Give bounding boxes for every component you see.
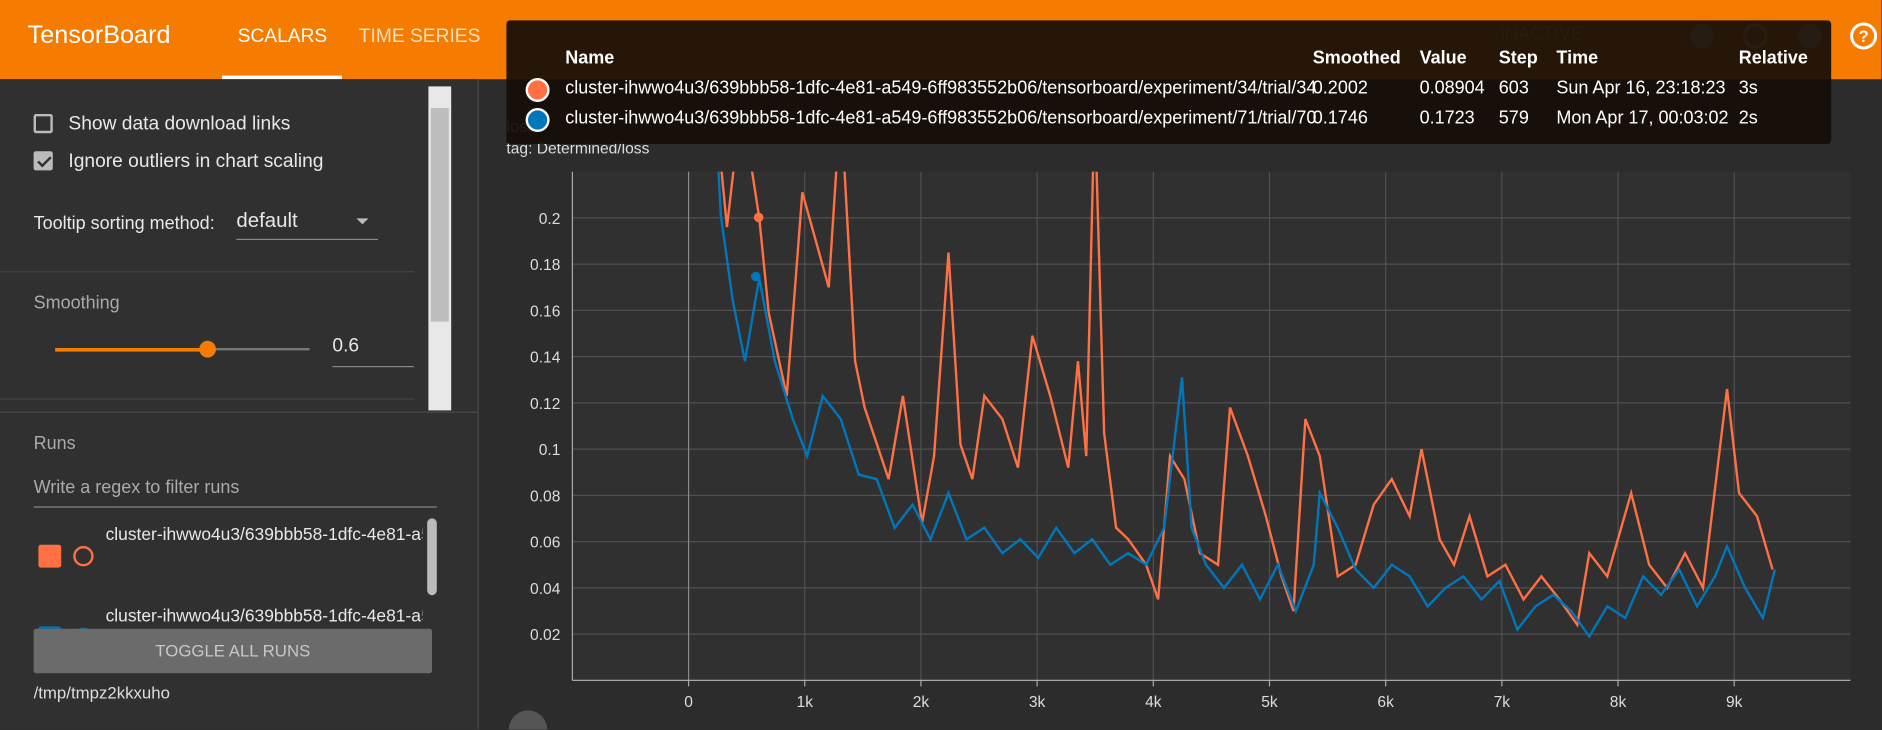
y-tick-label: 0.06: [530, 535, 560, 552]
y-tick-label: 0.2: [539, 211, 561, 228]
divider: [0, 398, 415, 400]
x-tick-label: 3k: [1029, 694, 1046, 711]
y-tick-label: 0.14: [530, 350, 561, 367]
series-line: [720, 171, 1774, 628]
y-tick-label: 0.02: [530, 627, 560, 644]
column-header: Relative: [1738, 48, 1808, 69]
tab[interactable]: TIME SERIES: [358, 26, 481, 47]
section-label: Smoothing: [33, 292, 120, 314]
run-name: cluster-ihwwo4u3/639bbb58-1dfc-4e81-a549…: [105, 607, 423, 627]
series-line: [717, 171, 1777, 639]
x-tick-label: 7k: [1494, 694, 1511, 711]
column-header: Value: [1419, 48, 1467, 69]
dropdown-value: default: [236, 208, 298, 232]
hover-point: [753, 212, 764, 223]
run-swatch: [525, 78, 550, 103]
slider-fill: [55, 348, 208, 352]
dropdown-label: Tooltip sorting method:: [33, 213, 215, 235]
divider: [0, 411, 478, 413]
cell: 0.1746: [1312, 108, 1368, 129]
cell: cluster-ihwwo4u3/639bbb58-1dfc-4e81-a549…: [565, 108, 1317, 129]
checkbox[interactable]: [33, 151, 53, 171]
toggle-button[interactable]: TOGGLE ALL RUNS: [33, 628, 433, 674]
y-tick-label: 0.12: [530, 396, 560, 413]
x-tick-label: 5k: [1261, 694, 1278, 711]
cell: 0.08904: [1419, 78, 1485, 99]
section-label: Runs: [33, 433, 76, 454]
run-color: [73, 546, 94, 567]
chart-button[interactable]: [508, 710, 548, 730]
column-header: Time: [1556, 48, 1599, 69]
cell: cluster-ihwwo4u3/639bbb58-1dfc-4e81-a549…: [565, 78, 1317, 99]
hover-point: [751, 271, 761, 282]
x-tick-label: 9k: [1726, 694, 1743, 711]
cell: 3s: [1738, 78, 1758, 99]
dropdown[interactable]: default: [236, 208, 378, 241]
run-checkbox[interactable]: [38, 626, 62, 629]
help-glyph: ?: [1858, 27, 1868, 46]
logdir: /tmp/tmpz2kkxuho: [33, 682, 170, 702]
cell: Sun Apr 16, 23:18:23: [1556, 78, 1726, 99]
cell: 2s: [1738, 108, 1758, 129]
y-tick-label: 0.18: [530, 257, 560, 274]
help-icon[interactable]: [1850, 22, 1878, 50]
run-checkbox[interactable]: [38, 544, 62, 568]
app-title: TensorBoard: [27, 21, 171, 50]
x-tick-label: 6k: [1377, 694, 1394, 711]
checkbox-label: Ignore outliers in chart scaling: [68, 151, 324, 172]
y-tick-label: 0.08: [530, 488, 560, 505]
cell: 579: [1498, 108, 1529, 129]
cell: 0.1723: [1419, 108, 1475, 129]
run-list: cluster-ihwwo4u3/639bbb58-1dfc-4e81-a549…: [0, 518, 423, 629]
y-tick-label: 0.16: [530, 303, 560, 320]
x-tick-label: 4k: [1145, 694, 1162, 711]
run-swatch: [525, 108, 550, 132]
run-name: cluster-ihwwo4u3/639bbb58-1dfc-4e81-a549…: [105, 525, 423, 545]
tooltip: Name Smoothed Value Step Time Relative cluster…: [506, 20, 1832, 144]
y-tick-label: 0.04: [530, 581, 561, 598]
dropdown-arrow: [356, 218, 369, 230]
scrollbar[interactable]: [428, 86, 452, 411]
plot-area: [572, 171, 1851, 681]
tab[interactable]: SCALARS: [237, 26, 328, 47]
checkbox-label: Show data download links: [68, 114, 291, 135]
checkbox[interactable]: [33, 114, 53, 134]
x-tick-label: 2k: [913, 694, 930, 711]
y-tick-label: 0.1: [539, 442, 561, 459]
x-tick-label: 1k: [797, 694, 814, 711]
cell: 0.2002: [1312, 78, 1368, 99]
cell: 603: [1498, 78, 1529, 99]
smoothing-input[interactable]: 0.6: [332, 336, 415, 368]
x-tick-label: 8k: [1610, 694, 1627, 711]
run-filter[interactable]: Write a regex to filter runs: [33, 478, 437, 508]
scrollbar-thumb[interactable]: [430, 108, 449, 322]
column-header: Smoothed: [1312, 48, 1401, 69]
sidebar: Show data download links Ignore outliers…: [0, 79, 479, 730]
column-header: Name: [565, 48, 615, 69]
chart-subtitle: tag: Determined/loss: [506, 141, 649, 158]
slider-thumb[interactable]: [199, 340, 217, 358]
x-tick-label: 0: [684, 694, 693, 711]
cell: Mon Apr 17, 00:03:02: [1556, 108, 1729, 129]
divider: [0, 271, 415, 273]
scrollbar[interactable]: [427, 518, 437, 596]
column-header: Step: [1498, 48, 1538, 69]
tab-indicator: [222, 75, 342, 80]
